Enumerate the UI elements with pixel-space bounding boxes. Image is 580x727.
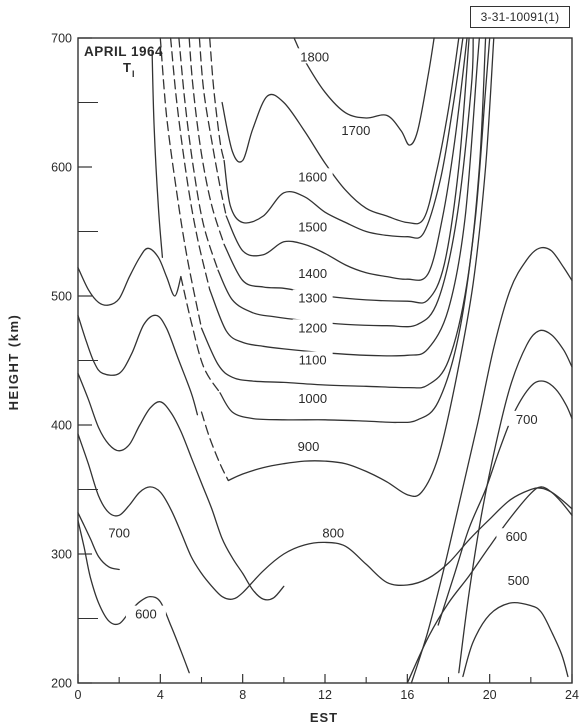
isotherm-label: 1800: [300, 49, 329, 64]
isotherm-label-bg: [292, 265, 333, 281]
x-tick-label: 24: [565, 688, 579, 702]
tick-group: 0 4 8 12 16 20 24 200 300 400 500 600 700: [51, 32, 579, 703]
isotherm-700: [77, 512, 120, 571]
y-tick-label: 200: [51, 677, 72, 691]
isotherm-label-group: 1800 1700 1600 1500 1400 1300 1200 1100 1000 900 8…: [99, 48, 547, 622]
isotherm-label-bg: [292, 390, 333, 406]
y-tick-label: 700: [51, 32, 72, 46]
y-tick-label: 300: [51, 548, 72, 562]
isotherm-600: [406, 486, 573, 684]
contour-unlabeled: [458, 329, 573, 674]
ti-annotation-subscript: I: [132, 69, 135, 79]
isotherm-label: 1400: [298, 266, 327, 281]
x-tick-label: 4: [157, 688, 164, 702]
isotherm-1500: [225, 37, 468, 281]
isotherm-label: 1500: [298, 220, 327, 235]
x-tick-label: 16: [400, 688, 414, 702]
isotherm-700: [437, 380, 573, 626]
y-tick-label: 400: [51, 419, 72, 433]
isotherm-label: 700: [516, 412, 538, 427]
x-tick-label: 12: [318, 688, 332, 702]
isotherm-1200-dashed: [169, 37, 211, 291]
contour-unlabeled: [77, 247, 182, 306]
isotherm-500: [462, 601, 569, 678]
isotherm-1600-dashed: [209, 37, 225, 162]
chart-title: APRIL 1964: [84, 44, 163, 59]
isotherm-label: 1300: [298, 291, 327, 306]
isotherm-label: 700: [108, 525, 130, 540]
y-tick-label: 500: [51, 290, 72, 304]
isotherm-label-bg: [335, 121, 376, 137]
x-axis-title: EST: [310, 710, 338, 725]
isotherm-label-bg: [498, 572, 539, 588]
isotherm-900: [227, 37, 495, 498]
ti-annotation: T: [123, 60, 131, 75]
isotherm-label-bg: [313, 524, 354, 540]
isotherm-label-bg: [294, 48, 335, 64]
isotherm-label-bg: [292, 289, 333, 305]
isotherm-1700: [221, 37, 460, 225]
isotherm-label: 500: [508, 573, 530, 588]
isotherm-800: [77, 433, 573, 600]
isotherm-1300-dashed: [178, 37, 219, 271]
isotherm-1100-dashed: [159, 37, 203, 329]
isotherm-label: 600: [135, 607, 157, 622]
isotherm-1800: [293, 37, 435, 146]
isotherm-label-bg: [496, 528, 537, 544]
y-axis-title: HEIGHT (km): [6, 314, 21, 411]
isotherm-label: 1000: [298, 391, 327, 406]
isotherm-1200: [209, 37, 481, 357]
isotherm-label-bg: [125, 605, 166, 621]
isotherm-label: 1200: [298, 320, 327, 335]
x-tick-label: 0: [75, 688, 82, 702]
isotherm-1000: [219, 37, 491, 424]
isotherm-label-bg: [99, 524, 140, 540]
y-tick-label: 600: [51, 161, 72, 175]
isotherm-1400-dashed: [188, 37, 225, 246]
contour-unlabeled: [77, 314, 199, 416]
isotherm-label-bg: [292, 351, 333, 367]
isotherm-label: 1100: [299, 353, 327, 368]
isotherm-label-bg: [506, 410, 547, 426]
isotherm-label-bg: [292, 168, 333, 184]
isotherm-label-bg: [292, 218, 333, 234]
x-tick-label: 20: [483, 688, 497, 702]
document-id-label: 3-31-10091(1): [470, 6, 570, 28]
isotherm-700: [77, 372, 285, 601]
isotherm-group: [77, 37, 573, 684]
isotherm-1400: [223, 37, 470, 304]
isotherm-label: 1600: [298, 169, 327, 184]
isotherm-label: 600: [506, 529, 528, 544]
contour-unlabeled: [151, 50, 164, 258]
isotherm-1300: [217, 37, 474, 328]
isotherm-label: 1700: [341, 123, 370, 138]
isotherm-label-bg: [288, 437, 329, 453]
isotherm-600: [77, 519, 190, 674]
isotherm-1000-dashed: [180, 275, 221, 394]
isotherm-900-dashed: [200, 411, 229, 482]
contour-unlabeled: [410, 246, 573, 684]
isotherm-label: 900: [298, 439, 320, 454]
isotherm-label-bg: [292, 319, 333, 335]
isotherm-1500-dashed: [198, 37, 227, 217]
isotherm-label: 800: [322, 525, 344, 540]
x-tick-label: 8: [239, 688, 246, 702]
isotherm-1600: [223, 37, 464, 239]
